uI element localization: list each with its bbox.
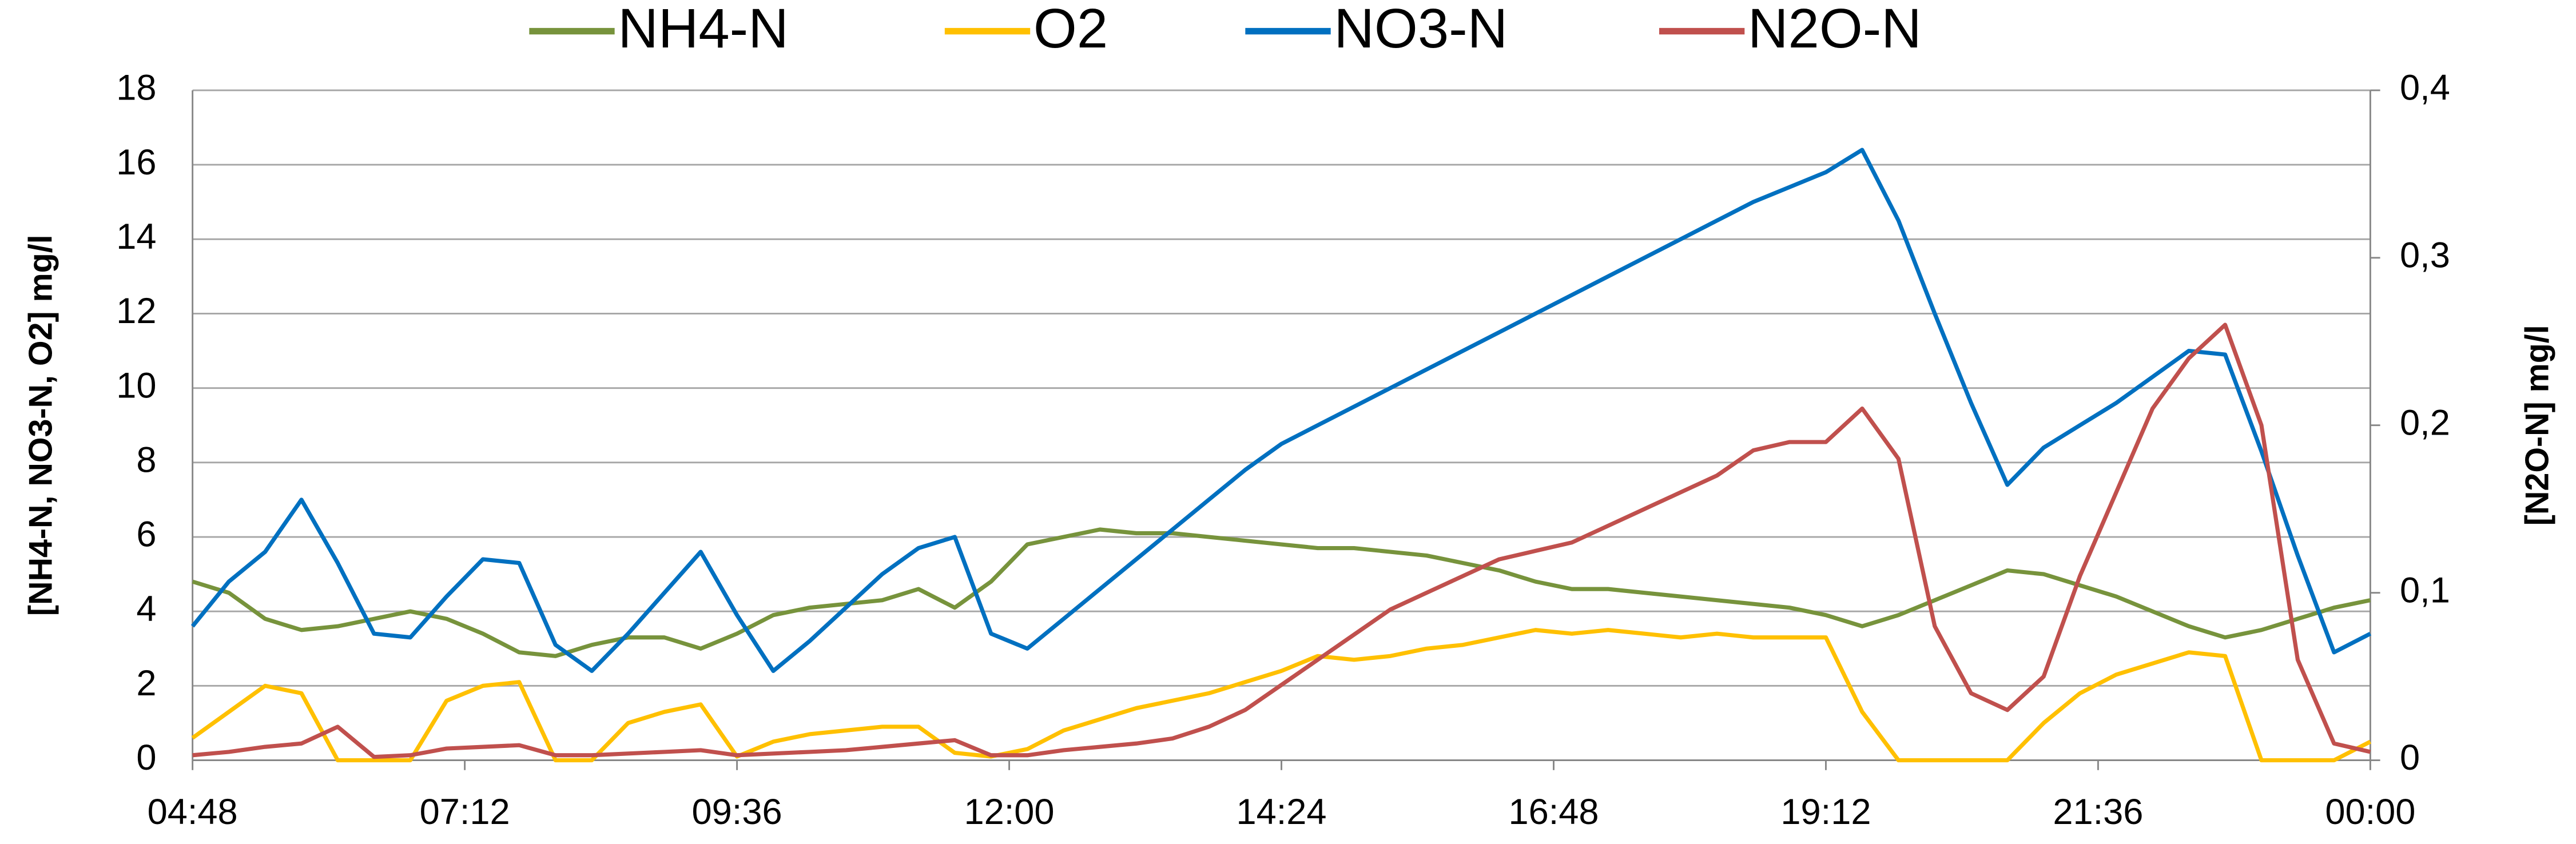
y-axis-title: [NH4-N, NO3-N, O2] mg/l	[23, 234, 59, 616]
x-tick-label: 16:48	[1508, 792, 1599, 832]
x-tick-label: 12:00	[964, 792, 1055, 832]
y-tick-label: 16	[116, 142, 156, 182]
x-tick-label: 21:36	[2053, 792, 2143, 832]
series-line	[192, 323, 2371, 759]
series-line	[191, 628, 2372, 763]
y2-tick-label: 0,2	[2400, 403, 2450, 443]
y-tick-label: 18	[116, 68, 156, 108]
y-tick-label: 12	[116, 291, 156, 331]
x-tick-label: 09:36	[692, 792, 782, 832]
legend-label: NO3-N	[1334, 0, 1508, 59]
y2-tick-label: 0	[2400, 738, 2420, 778]
y-tick-label: 14	[116, 217, 156, 257]
legend-label: O2	[1033, 0, 1108, 59]
x-tick-label: 00:00	[2325, 792, 2415, 832]
y-tick-label: 4	[136, 589, 156, 629]
series-line	[192, 527, 2371, 658]
x-tick-label: 04:48	[148, 792, 238, 832]
y-tick-label: 10	[116, 365, 156, 405]
y-tick-label: 0	[136, 738, 156, 778]
legend-label: N2O-N	[1748, 0, 1922, 59]
y2-axis-title: [N2O-N] mg/l	[2519, 325, 2555, 525]
y-tick-label: 2	[136, 663, 156, 703]
y-tick-label: 8	[136, 440, 156, 480]
x-tick-label: 14:24	[1236, 792, 1326, 832]
y2-tick-label: 0,1	[2400, 570, 2450, 610]
series-line	[190, 148, 2372, 673]
y2-tick-label: 0,4	[2400, 68, 2450, 108]
y-tick-label: 6	[136, 515, 156, 555]
legend-label: NH4-N	[618, 0, 788, 59]
x-tick-label: 19:12	[1780, 792, 1871, 832]
x-tick-label: 07:12	[420, 792, 510, 832]
y2-tick-label: 0,3	[2400, 236, 2450, 276]
